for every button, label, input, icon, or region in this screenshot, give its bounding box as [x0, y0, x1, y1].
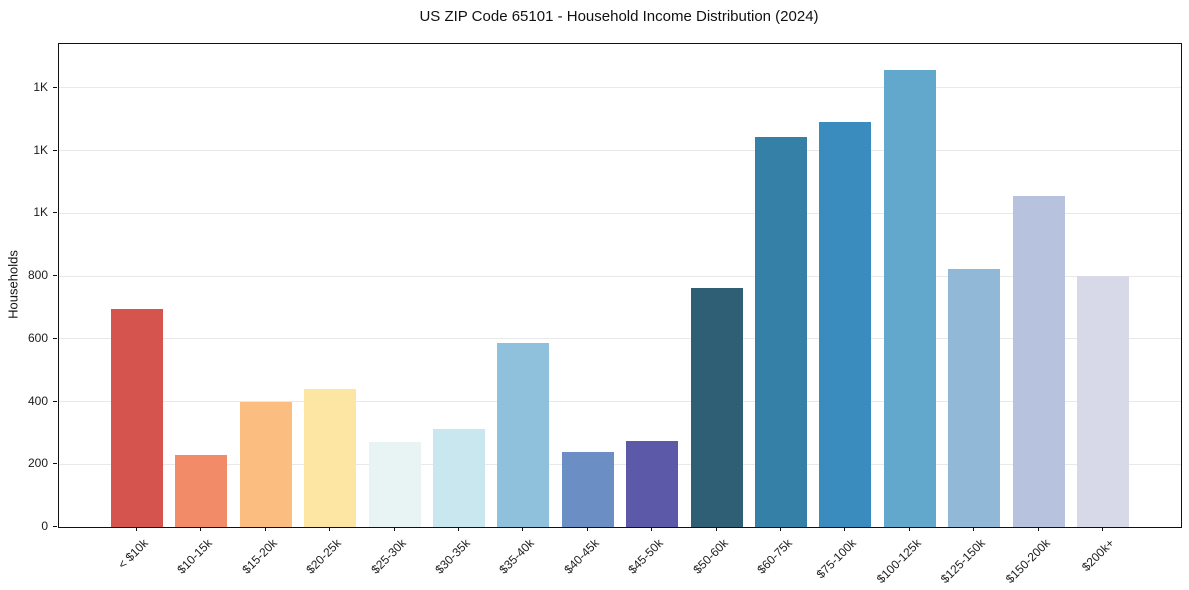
gridline-600 [59, 338, 1181, 340]
bar-100-125k [883, 69, 936, 527]
x-tick-mark-2 [264, 527, 266, 531]
y-tick-label-5: 1K [33, 205, 48, 220]
y-tick-label-6: 1K [33, 142, 48, 157]
x-tick-mark-1 [200, 527, 202, 531]
x-tick-label-1: $10-15k [174, 536, 216, 577]
x-tick-label-15: $200k+ [1078, 536, 1117, 574]
x-tick-mark-14 [1037, 527, 1039, 531]
x-tick-label-7: $40-45k [561, 536, 602, 577]
x-tick-label-9: $50-60k [689, 536, 731, 577]
y-tick-mark-5 [53, 212, 57, 214]
gridline-1000 [59, 212, 1181, 214]
x-tick-mark-11 [844, 527, 846, 531]
bar-40-45k [561, 452, 614, 527]
y-tick-mark-2 [53, 400, 57, 402]
bar-10k [111, 309, 163, 527]
bar-15-20k [239, 402, 292, 527]
y-tick-mark-7 [53, 86, 57, 88]
bar-60-75k [755, 136, 807, 527]
y-tick-mark-0 [53, 526, 57, 527]
y-tick-mark-4 [53, 275, 57, 277]
x-tick-label-2: $15-20k [239, 536, 280, 577]
bar-30-35k [433, 429, 485, 527]
bar-25-30k [368, 442, 421, 527]
bar-35-40k [497, 342, 550, 527]
y-tick-label-4: 800 [27, 268, 48, 283]
x-tick-label-6: $35-40k [496, 536, 538, 577]
bar-45-50k [626, 441, 679, 527]
x-tick-label-13: $125-150k [938, 536, 989, 587]
gridline-400 [59, 401, 1181, 403]
x-tick-mark-0 [136, 527, 137, 531]
bar-50-60k [690, 288, 743, 527]
y-tick-mark-3 [53, 337, 57, 339]
x-tick-label-12: $100-125k [873, 536, 924, 587]
bar-200k [1077, 276, 1129, 527]
bar-20-25k [304, 389, 357, 527]
x-tick-mark-15 [1102, 527, 1103, 531]
x-tick-label-0: < $10k [115, 536, 151, 572]
plot-area [58, 43, 1182, 528]
y-tick-label-2: 400 [27, 393, 48, 408]
gridline-1200 [59, 150, 1181, 152]
x-tick-label-5: $30-35k [432, 536, 473, 577]
y-tick-label-1: 200 [27, 456, 48, 471]
x-tick-mark-4 [393, 527, 395, 531]
y-tick-mark-1 [53, 463, 57, 465]
x-tick-mark-10 [780, 527, 781, 531]
x-tick-label-14: $150-200k [1002, 536, 1053, 587]
x-tick-mark-13 [973, 527, 975, 531]
x-tick-label-8: $45-50k [625, 536, 667, 577]
gridline-1400 [59, 87, 1181, 89]
x-tick-mark-3 [329, 527, 331, 531]
gridline-200 [59, 463, 1181, 465]
bar-10-15k [175, 454, 228, 527]
x-tick-mark-5 [458, 527, 459, 531]
x-tick-mark-9 [715, 527, 717, 531]
x-tick-mark-12 [908, 527, 910, 531]
bar-125-150k [948, 269, 1001, 527]
x-tick-label-3: $20-25k [303, 536, 345, 577]
x-tick-label-11: $75-100k [814, 536, 860, 582]
bar-75-100k [819, 122, 872, 527]
y-tick-label-7: 1K [33, 79, 48, 94]
y-tick-mark-6 [53, 149, 57, 151]
x-tick-mark-8 [651, 527, 653, 531]
y-axis-label: Households [5, 250, 21, 319]
bar-150-200k [1012, 195, 1065, 527]
y-tick-label-0: 0 [41, 519, 48, 533]
x-tick-mark-6 [522, 527, 524, 531]
x-tick-mark-7 [586, 527, 588, 531]
x-tick-label-10: $60-75k [754, 536, 795, 577]
chart-title: US ZIP Code 65101 - Household Income Dis… [419, 8, 819, 25]
gridline-800 [59, 275, 1181, 277]
x-tick-label-4: $25-30k [367, 536, 409, 577]
y-tick-label-3: 600 [27, 330, 48, 345]
